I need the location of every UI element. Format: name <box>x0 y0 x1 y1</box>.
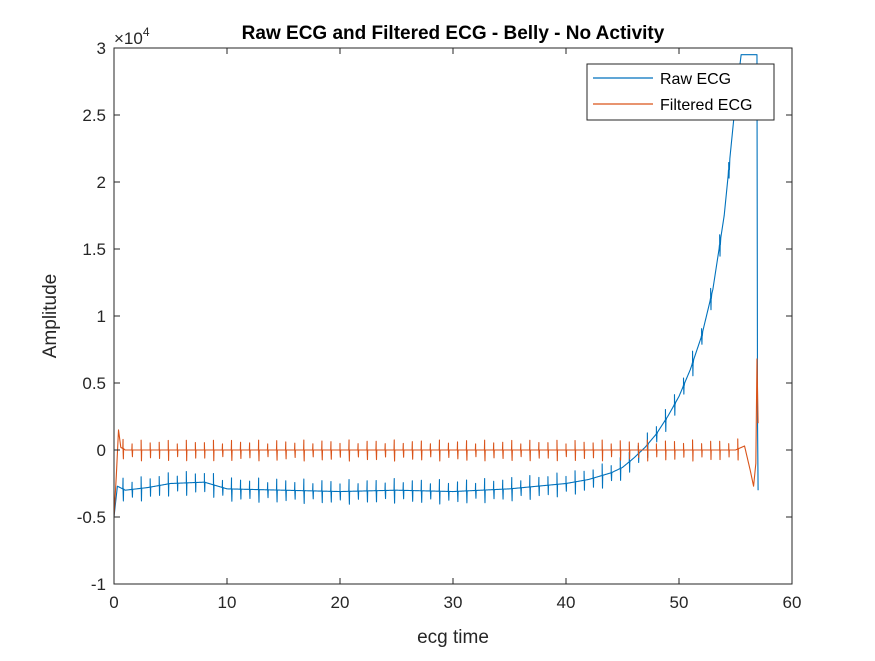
series-layer <box>114 54 759 518</box>
legend-label-raw-ecg: Raw ECG <box>660 71 731 88</box>
y-tick-label: 1 <box>97 307 106 326</box>
y-tick-label: 1.5 <box>82 240 106 259</box>
x-tick-label: 40 <box>557 593 576 612</box>
y-tick-label: -1 <box>91 575 106 594</box>
y-tick-label: 3 <box>97 39 106 58</box>
x-tick-label: 10 <box>218 593 237 612</box>
series-line-filtered-ecg <box>114 358 759 518</box>
y-tick-label: 0 <box>97 441 106 460</box>
y-exponent-label: ×104 <box>114 25 150 48</box>
x-tick-label: 60 <box>783 593 802 612</box>
chart-title: Raw ECG and Filtered ECG - Belly - No Ac… <box>242 23 665 44</box>
legend: Raw ECG Filtered ECG <box>586 63 775 121</box>
y-tick-label: -0.5 <box>77 508 106 527</box>
x-tick-label: 30 <box>444 593 463 612</box>
y-axis: -1 -0.5 0 0.5 1 1.5 2 2.5 3 <box>77 39 792 594</box>
legend-label-filtered-ecg: Filtered ECG <box>660 97 752 114</box>
x-tick-label: 20 <box>331 593 350 612</box>
series-line-raw-ecg <box>114 54 759 518</box>
y-axis-title: Amplitude <box>40 274 61 359</box>
y-tick-label: 0.5 <box>82 374 106 393</box>
legend-box <box>586 63 775 121</box>
x-tick-label: 0 <box>109 593 118 612</box>
x-axis: 0 10 20 30 40 50 60 <box>109 48 801 612</box>
x-axis-title: ecg time <box>417 627 489 648</box>
plot-area <box>114 48 792 584</box>
y-tick-label: 2 <box>97 173 106 192</box>
x-tick-label: 50 <box>670 593 689 612</box>
y-tick-label: 2.5 <box>82 106 106 125</box>
